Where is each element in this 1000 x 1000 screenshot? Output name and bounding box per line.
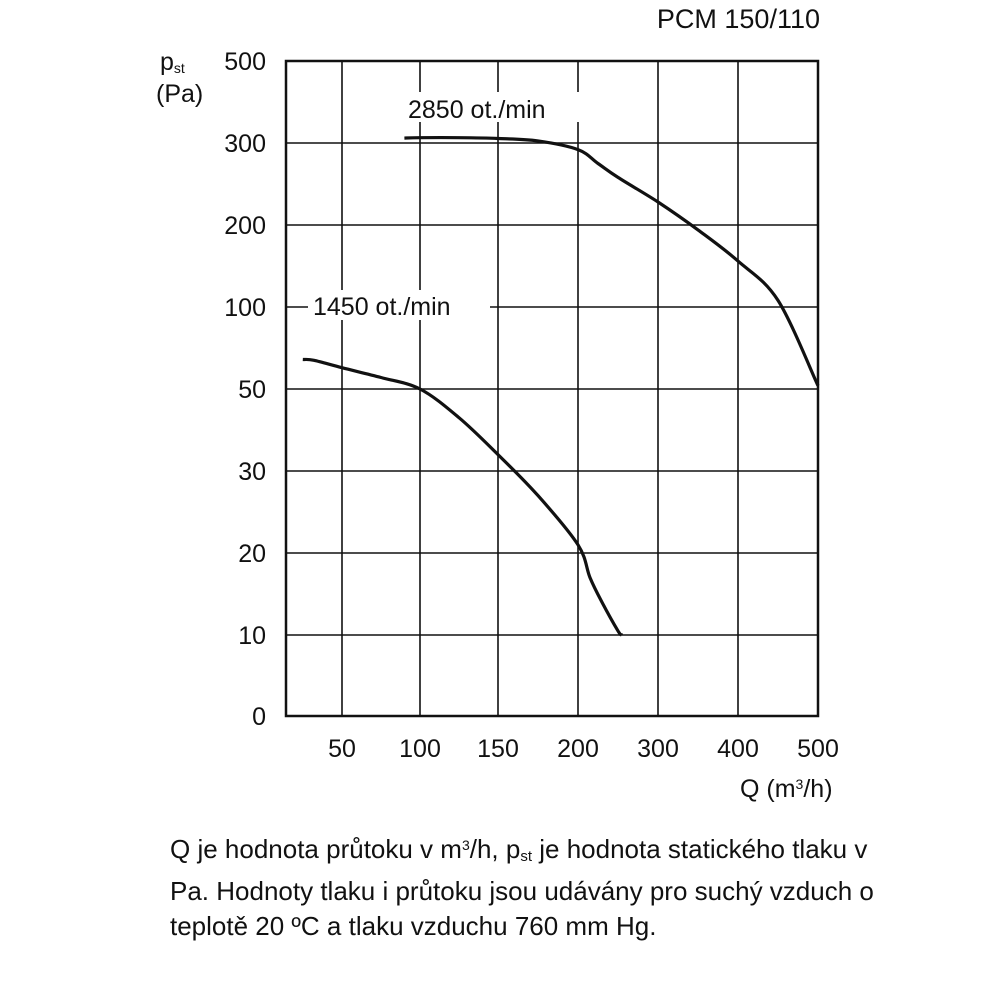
x-axis-label-sup: 3 xyxy=(795,776,804,792)
y-tick-label: 10 xyxy=(238,622,266,650)
chart-title: PCM 150/110 xyxy=(656,4,820,34)
x-tick-label: 200 xyxy=(557,735,599,763)
y-axis-label: pst xyxy=(160,48,185,76)
y-tick-label: 20 xyxy=(238,540,266,568)
series-line-2850 xyxy=(404,135,820,387)
series-label-2850: 2850 ot./min xyxy=(408,96,546,124)
grid xyxy=(286,61,818,716)
y-tick-label: 50 xyxy=(238,376,266,404)
x-tick-label: 500 xyxy=(797,735,839,763)
x-axis-label-rest: /h) xyxy=(803,775,833,803)
x-tick-label: 150 xyxy=(477,735,519,763)
caption-part-1: Q je hodnota průtoku v m xyxy=(170,834,462,864)
series-label-1450: 1450 ot./min xyxy=(313,293,451,321)
y-axis-subscript: st xyxy=(173,60,185,76)
x-tick-label: 100 xyxy=(399,735,441,763)
y-tick-label: 100 xyxy=(224,294,266,322)
y-axis-symbol: p xyxy=(160,48,174,76)
series-line-1450 xyxy=(302,357,624,637)
plot-frame xyxy=(284,59,820,718)
x-tick-labels: 50 100 150 200 300 400 500 xyxy=(328,735,839,763)
caption: Q je hodnota průtoku v m3/h, pst je hodn… xyxy=(170,832,890,944)
x-axis-label: Q (m3/h) xyxy=(740,775,833,804)
x-tick-label: 300 xyxy=(637,735,679,763)
y-tick-labels: 0 10 20 30 50 100 200 300 500 xyxy=(224,48,266,731)
caption-sup: 3 xyxy=(461,837,470,853)
x-tick-label: 400 xyxy=(717,735,759,763)
y-axis-unit: (Pa) xyxy=(156,80,204,108)
caption-sub: st xyxy=(520,848,533,865)
caption-part-3: je hodnota statického tlaku v Pa. Hodnot… xyxy=(170,834,874,941)
y-tick-label: 0 xyxy=(252,703,266,731)
y-tick-label: 300 xyxy=(224,130,266,158)
x-axis-label-text: Q (m xyxy=(740,775,796,803)
y-tick-label: 500 xyxy=(224,48,266,76)
chart: 50 100 150 200 300 400 500 0102030501002003005… xyxy=(224,48,839,763)
y-tick-label: 30 xyxy=(238,458,266,486)
y-tick-label: 200 xyxy=(224,212,266,240)
caption-part-2: /h, p xyxy=(469,834,521,864)
x-tick-label: 50 xyxy=(328,735,356,763)
